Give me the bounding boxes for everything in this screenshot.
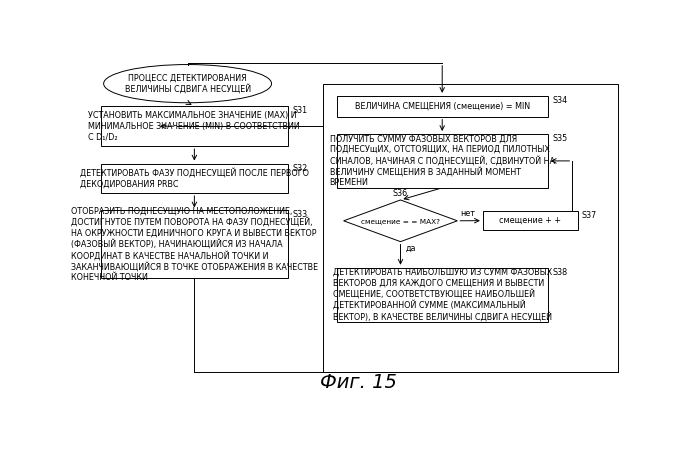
Text: S33: S33 <box>292 210 308 219</box>
Text: S32: S32 <box>292 164 308 173</box>
FancyBboxPatch shape <box>101 210 288 278</box>
Text: нет: нет <box>460 209 475 218</box>
FancyBboxPatch shape <box>337 268 548 322</box>
Text: смещение + +: смещение + + <box>499 216 561 225</box>
FancyBboxPatch shape <box>101 164 288 193</box>
Text: да: да <box>406 244 417 253</box>
Text: ОТОБРАЗИТЬ ПОДНЕСУЩУЮ НА МЕСТОПОЛОЖЕНИЕ,
ДОСТИГНУТОЕ ПУТЕМ ПОВОРОТА НА ФАЗУ ПОДН: ОТОБРАЗИТЬ ПОДНЕСУЩУЮ НА МЕСТОПОЛОЖЕНИЕ,… <box>71 207 318 282</box>
FancyBboxPatch shape <box>483 211 577 230</box>
Ellipse shape <box>103 64 271 103</box>
FancyBboxPatch shape <box>337 134 548 188</box>
Text: S31: S31 <box>292 106 308 115</box>
Text: УСТАНОВИТЬ МАКСИМАЛЬНОЕ ЗНАЧЕНИЕ (MAX) И
МИНИМАЛЬНОЕ ЗНАЧЕНИЕ (MIN) В СООТВЕТСТВ: УСТАНОВИТЬ МАКСИМАЛЬНОЕ ЗНАЧЕНИЕ (MAX) И… <box>89 111 301 141</box>
Text: смещение = = MAX?: смещение = = MAX? <box>361 218 440 224</box>
Text: S36: S36 <box>393 189 408 198</box>
Text: ДЕТЕКТИРОВАТЬ НАИБОЛЬШУЮ ИЗ СУММ ФАЗОВЫХ
ВЕКТОРОВ ДЛЯ КАЖДОГО СМЕЩЕНИЯ И ВЫВЕСТИ: ДЕТЕКТИРОВАТЬ НАИБОЛЬШУЮ ИЗ СУММ ФАЗОВЫХ… <box>333 268 552 322</box>
Text: Фиг. 15: Фиг. 15 <box>320 373 396 392</box>
FancyBboxPatch shape <box>101 106 288 146</box>
Text: ВЕЛИЧИНА СМЕЩЕНИЯ (смещение) = MIN: ВЕЛИЧИНА СМЕЩЕНИЯ (смещение) = MIN <box>354 102 530 110</box>
Polygon shape <box>344 200 457 242</box>
Text: ПРОЦЕСС ДЕТЕКТИРОВАНИЯ
ВЕЛИЧИНЫ СДВИГА НЕСУЩЕЙ: ПРОЦЕСС ДЕТЕКТИРОВАНИЯ ВЕЛИЧИНЫ СДВИГА Н… <box>124 74 251 94</box>
Text: ПОЛУЧИТЬ СУММУ ФАЗОВЫХ ВЕКТОРОВ ДЛЯ
ПОДНЕСУщИХ, ОТСТОЯЩИХ, НА ПЕРИОД ПИЛОТНЫХ
СИ: ПОЛУЧИТЬ СУММУ ФАЗОВЫХ ВЕКТОРОВ ДЛЯ ПОДН… <box>330 134 555 187</box>
Text: S38: S38 <box>552 268 568 277</box>
Text: S35: S35 <box>552 134 568 143</box>
FancyBboxPatch shape <box>337 96 548 117</box>
Text: ДЕТЕКТИРОВАТЬ ФАЗУ ПОДНЕСУЩЕЙ ПОСЛЕ ПЕРВОГО
ДЕКОДИРОВАНИЯ PRBC: ДЕТЕКТИРОВАТЬ ФАЗУ ПОДНЕСУЩЕЙ ПОСЛЕ ПЕРВ… <box>80 168 309 189</box>
Text: S37: S37 <box>582 211 597 220</box>
Text: S34: S34 <box>552 96 568 105</box>
